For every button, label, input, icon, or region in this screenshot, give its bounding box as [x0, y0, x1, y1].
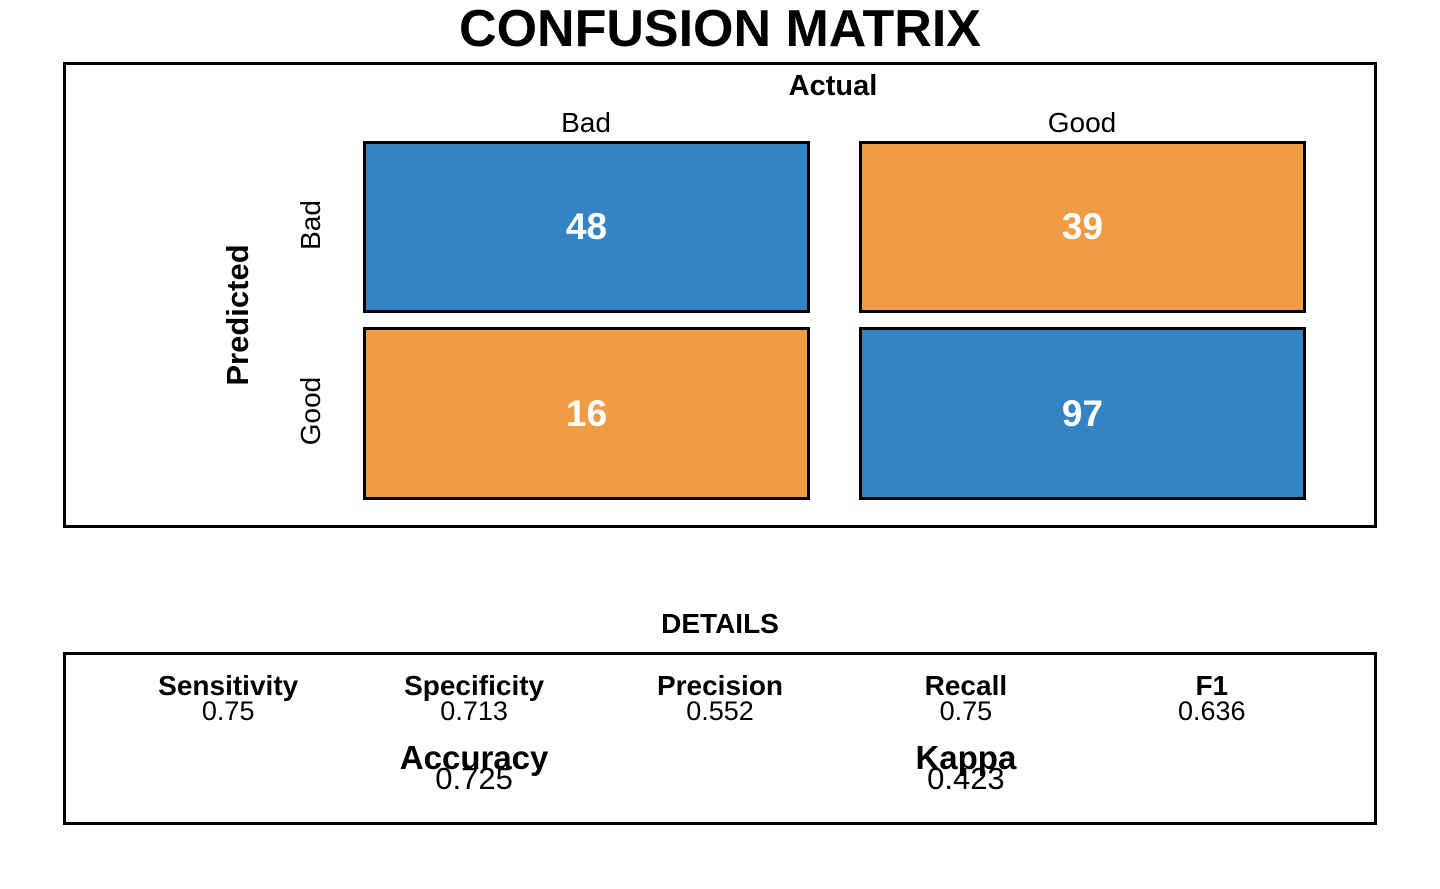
stat-label: Recall — [924, 670, 1008, 701]
stat-label: Kappa — [915, 739, 1017, 776]
matrix-panel: Actual Bad Good Predicted Bad Good 48 39… — [63, 62, 1377, 528]
predicted-axis-label: Predicted — [220, 244, 255, 386]
cell-value: 39 — [1061, 206, 1104, 247]
stat-label: F1 — [1195, 670, 1229, 701]
stat-value: 0.552 — [686, 696, 754, 727]
cell-predicted-good-actual-good: 97 — [859, 327, 1306, 500]
stat-sensitivity: Sensitivity 0.75 — [158, 671, 298, 725]
cell-value: 48 — [565, 206, 608, 247]
stat-f1: F1 0.636 — [1178, 671, 1246, 725]
actual-axis-label: Actual — [788, 70, 878, 102]
stat-value: 0.725 — [435, 760, 513, 796]
row-label-bad: Bad — [295, 200, 326, 250]
stat-value: 0.75 — [939, 696, 993, 727]
stat-specificity: Specificity 0.713 — [404, 671, 544, 725]
stat-value: 0.423 — [927, 760, 1005, 796]
cell-value: 97 — [1061, 392, 1104, 434]
stat-label: Sensitivity — [158, 670, 299, 701]
cell-predicted-bad-actual-good: 39 — [859, 141, 1306, 313]
chart-title: CONFUSION MATRIX — [459, 0, 981, 58]
stat-recall: Recall 0.75 — [925, 671, 1008, 725]
stat-value: 0.713 — [440, 696, 508, 727]
stat-label: Specificity — [404, 670, 545, 701]
details-heading: DETAILS — [661, 608, 779, 639]
column-label-bad: Bad — [561, 107, 611, 138]
stat-value: 0.75 — [201, 696, 255, 727]
stat-precision: Precision 0.552 — [657, 671, 783, 725]
cell-predicted-good-actual-bad: 16 — [363, 327, 810, 500]
details-panel: Sensitivity 0.75 Specificity 0.713 Preci… — [63, 652, 1377, 825]
column-label-good: Good — [1047, 107, 1117, 138]
stat-accuracy: Accuracy 0.725 — [399, 739, 549, 796]
stat-kappa: Kappa 0.423 — [915, 739, 1017, 796]
cell-value: 16 — [565, 392, 608, 434]
stat-label: Precision — [656, 670, 784, 701]
cell-predicted-bad-actual-bad: 48 — [363, 141, 810, 313]
stat-value: 0.636 — [1178, 696, 1246, 727]
row-label-good: Good — [295, 376, 326, 446]
stat-label: Accuracy — [399, 739, 549, 776]
